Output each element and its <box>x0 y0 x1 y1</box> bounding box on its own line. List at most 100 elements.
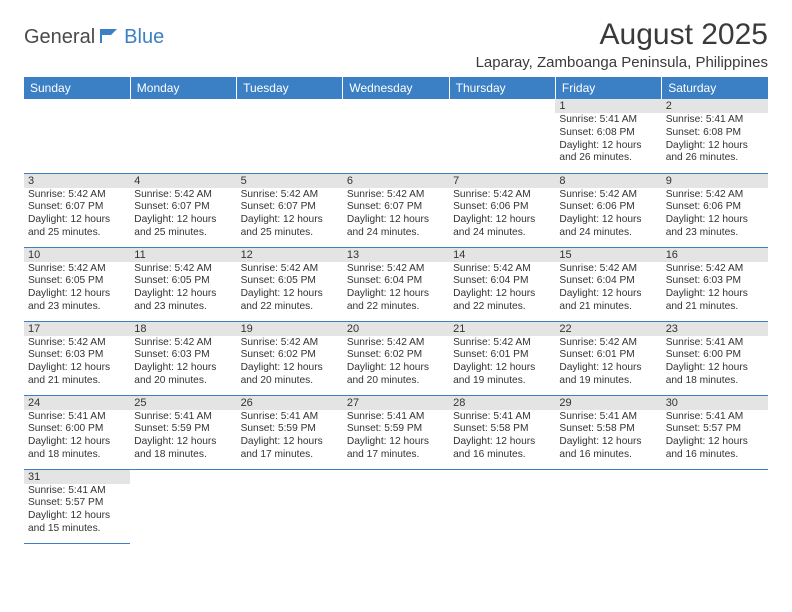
day-detail-line: Sunrise: 5:42 AM <box>28 337 126 350</box>
day-detail-line: Daylight: 12 hours <box>559 214 657 227</box>
day-details: Sunrise: 5:41 AMSunset: 5:57 PMDaylight:… <box>662 410 768 464</box>
day-number: 15 <box>555 248 661 262</box>
day-detail-line: and 18 minutes. <box>28 449 126 462</box>
day-detail-line: Sunrise: 5:41 AM <box>347 411 445 424</box>
day-detail-line: Sunrise: 5:42 AM <box>28 263 126 276</box>
calendar-day-cell <box>449 469 555 543</box>
calendar-day-cell: 21Sunrise: 5:42 AMSunset: 6:01 PMDayligh… <box>449 321 555 395</box>
calendar-day-cell: 3Sunrise: 5:42 AMSunset: 6:07 PMDaylight… <box>24 173 130 247</box>
day-detail-line: and 16 minutes. <box>666 449 764 462</box>
day-number: 23 <box>662 322 768 336</box>
day-number: 27 <box>343 396 449 410</box>
day-detail-line: Sunset: 6:00 PM <box>666 349 764 362</box>
day-detail-line: Daylight: 12 hours <box>666 362 764 375</box>
logo: General Blue <box>24 18 164 49</box>
calendar-day-cell <box>24 99 130 173</box>
calendar-day-cell: 26Sunrise: 5:41 AMSunset: 5:59 PMDayligh… <box>237 395 343 469</box>
day-detail-line: Daylight: 12 hours <box>134 288 232 301</box>
day-detail-line: and 23 minutes. <box>134 301 232 314</box>
day-detail-line: and 18 minutes. <box>666 375 764 388</box>
day-detail-line: and 24 minutes. <box>453 227 551 240</box>
day-detail-line: Daylight: 12 hours <box>347 436 445 449</box>
day-number: 31 <box>24 470 130 484</box>
day-detail-line: Sunset: 6:08 PM <box>559 127 657 140</box>
calendar-week-row: 10Sunrise: 5:42 AMSunset: 6:05 PMDayligh… <box>24 247 768 321</box>
day-detail-line: and 23 minutes. <box>28 301 126 314</box>
calendar-day-cell: 6Sunrise: 5:42 AMSunset: 6:07 PMDaylight… <box>343 173 449 247</box>
calendar-day-cell: 23Sunrise: 5:41 AMSunset: 6:00 PMDayligh… <box>662 321 768 395</box>
day-detail-line: Daylight: 12 hours <box>453 362 551 375</box>
logo-text-blue: Blue <box>124 26 164 49</box>
day-detail-line: Daylight: 12 hours <box>241 436 339 449</box>
day-detail-line: Sunrise: 5:42 AM <box>347 189 445 202</box>
day-details: Sunrise: 5:42 AMSunset: 6:01 PMDaylight:… <box>449 336 555 390</box>
calendar-day-cell: 30Sunrise: 5:41 AMSunset: 5:57 PMDayligh… <box>662 395 768 469</box>
day-detail-line: Daylight: 12 hours <box>28 214 126 227</box>
day-details: Sunrise: 5:42 AMSunset: 6:02 PMDaylight:… <box>343 336 449 390</box>
day-number: 2 <box>662 99 768 113</box>
calendar-day-cell <box>449 99 555 173</box>
day-details: Sunrise: 5:41 AMSunset: 6:00 PMDaylight:… <box>662 336 768 390</box>
day-number: 5 <box>237 174 343 188</box>
day-details: Sunrise: 5:42 AMSunset: 6:03 PMDaylight:… <box>130 336 236 390</box>
day-details: Sunrise: 5:42 AMSunset: 6:02 PMDaylight:… <box>237 336 343 390</box>
weekday-header: Thursday <box>449 77 555 99</box>
day-number: 19 <box>237 322 343 336</box>
day-detail-line: Sunset: 6:05 PM <box>134 275 232 288</box>
day-detail-line: Sunrise: 5:41 AM <box>559 114 657 127</box>
calendar-day-cell: 14Sunrise: 5:42 AMSunset: 6:04 PMDayligh… <box>449 247 555 321</box>
calendar-body: 1Sunrise: 5:41 AMSunset: 6:08 PMDaylight… <box>24 99 768 543</box>
day-detail-line: Sunrise: 5:42 AM <box>134 189 232 202</box>
day-detail-line: Sunset: 6:06 PM <box>559 201 657 214</box>
day-detail-line: and 25 minutes. <box>241 227 339 240</box>
day-detail-line: Sunrise: 5:42 AM <box>28 189 126 202</box>
calendar-day-cell <box>130 469 236 543</box>
day-detail-line: Sunrise: 5:42 AM <box>453 189 551 202</box>
day-number: 16 <box>662 248 768 262</box>
day-detail-line: Daylight: 12 hours <box>241 214 339 227</box>
calendar-day-cell: 13Sunrise: 5:42 AMSunset: 6:04 PMDayligh… <box>343 247 449 321</box>
day-detail-line: Sunrise: 5:42 AM <box>559 337 657 350</box>
day-detail-line: Daylight: 12 hours <box>666 214 764 227</box>
day-number: 20 <box>343 322 449 336</box>
calendar-week-row: 31Sunrise: 5:41 AMSunset: 5:57 PMDayligh… <box>24 469 768 543</box>
day-detail-line: Daylight: 12 hours <box>453 436 551 449</box>
calendar-day-cell: 29Sunrise: 5:41 AMSunset: 5:58 PMDayligh… <box>555 395 661 469</box>
day-detail-line: Daylight: 12 hours <box>559 288 657 301</box>
calendar-day-cell <box>662 469 768 543</box>
day-detail-line: Sunrise: 5:42 AM <box>347 337 445 350</box>
flag-icon <box>99 27 121 48</box>
day-details: Sunrise: 5:41 AMSunset: 5:59 PMDaylight:… <box>343 410 449 464</box>
day-details: Sunrise: 5:41 AMSunset: 5:57 PMDaylight:… <box>24 484 130 538</box>
calendar-day-cell: 19Sunrise: 5:42 AMSunset: 6:02 PMDayligh… <box>237 321 343 395</box>
day-detail-line: and 16 minutes. <box>559 449 657 462</box>
day-detail-line: Daylight: 12 hours <box>666 140 764 153</box>
day-details: Sunrise: 5:42 AMSunset: 6:05 PMDaylight:… <box>130 262 236 316</box>
day-detail-line: Daylight: 12 hours <box>453 288 551 301</box>
day-detail-line: and 21 minutes. <box>559 301 657 314</box>
calendar-day-cell <box>130 99 236 173</box>
day-detail-line: Daylight: 12 hours <box>347 362 445 375</box>
day-details: Sunrise: 5:42 AMSunset: 6:07 PMDaylight:… <box>343 188 449 242</box>
day-details: Sunrise: 5:42 AMSunset: 6:07 PMDaylight:… <box>24 188 130 242</box>
day-detail-line: Sunrise: 5:41 AM <box>28 485 126 498</box>
day-details: Sunrise: 5:42 AMSunset: 6:01 PMDaylight:… <box>555 336 661 390</box>
day-detail-line: Sunrise: 5:41 AM <box>559 411 657 424</box>
day-detail-line: Sunrise: 5:42 AM <box>134 337 232 350</box>
day-detail-line: and 19 minutes. <box>559 375 657 388</box>
day-detail-line: Sunrise: 5:42 AM <box>559 189 657 202</box>
day-number: 28 <box>449 396 555 410</box>
day-detail-line: Daylight: 12 hours <box>666 288 764 301</box>
day-number: 24 <box>24 396 130 410</box>
weekday-header: Monday <box>130 77 236 99</box>
calendar-day-cell: 1Sunrise: 5:41 AMSunset: 6:08 PMDaylight… <box>555 99 661 173</box>
calendar-day-cell: 5Sunrise: 5:42 AMSunset: 6:07 PMDaylight… <box>237 173 343 247</box>
day-details: Sunrise: 5:42 AMSunset: 6:04 PMDaylight:… <box>555 262 661 316</box>
calendar-day-cell: 28Sunrise: 5:41 AMSunset: 5:58 PMDayligh… <box>449 395 555 469</box>
day-detail-line: and 15 minutes. <box>28 523 126 536</box>
calendar-day-cell <box>343 99 449 173</box>
day-detail-line: Daylight: 12 hours <box>453 214 551 227</box>
day-detail-line: Daylight: 12 hours <box>347 288 445 301</box>
day-detail-line: and 20 minutes. <box>134 375 232 388</box>
day-detail-line: Daylight: 12 hours <box>241 288 339 301</box>
